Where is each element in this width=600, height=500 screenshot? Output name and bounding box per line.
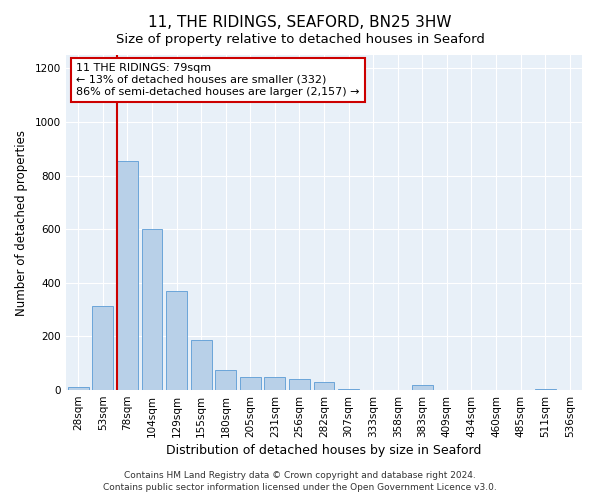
Text: Contains HM Land Registry data © Crown copyright and database right 2024.
Contai: Contains HM Land Registry data © Crown c… — [103, 471, 497, 492]
Text: 11 THE RIDINGS: 79sqm
← 13% of detached houses are smaller (332)
86% of semi-det: 11 THE RIDINGS: 79sqm ← 13% of detached … — [76, 64, 360, 96]
Bar — [338, 388, 359, 390]
Bar — [191, 340, 212, 390]
Bar — [142, 229, 163, 390]
Bar — [117, 161, 138, 390]
Bar — [314, 382, 334, 390]
Bar — [215, 370, 236, 390]
Bar — [412, 384, 433, 390]
Text: 11, THE RIDINGS, SEAFORD, BN25 3HW: 11, THE RIDINGS, SEAFORD, BN25 3HW — [148, 15, 452, 30]
Y-axis label: Number of detached properties: Number of detached properties — [15, 130, 28, 316]
Bar — [289, 380, 310, 390]
Bar — [240, 376, 261, 390]
Bar — [92, 306, 113, 390]
Bar — [265, 376, 286, 390]
Bar — [166, 291, 187, 390]
Text: Size of property relative to detached houses in Seaford: Size of property relative to detached ho… — [116, 32, 484, 46]
Bar — [535, 388, 556, 390]
Bar — [68, 388, 89, 390]
X-axis label: Distribution of detached houses by size in Seaford: Distribution of detached houses by size … — [166, 444, 482, 457]
